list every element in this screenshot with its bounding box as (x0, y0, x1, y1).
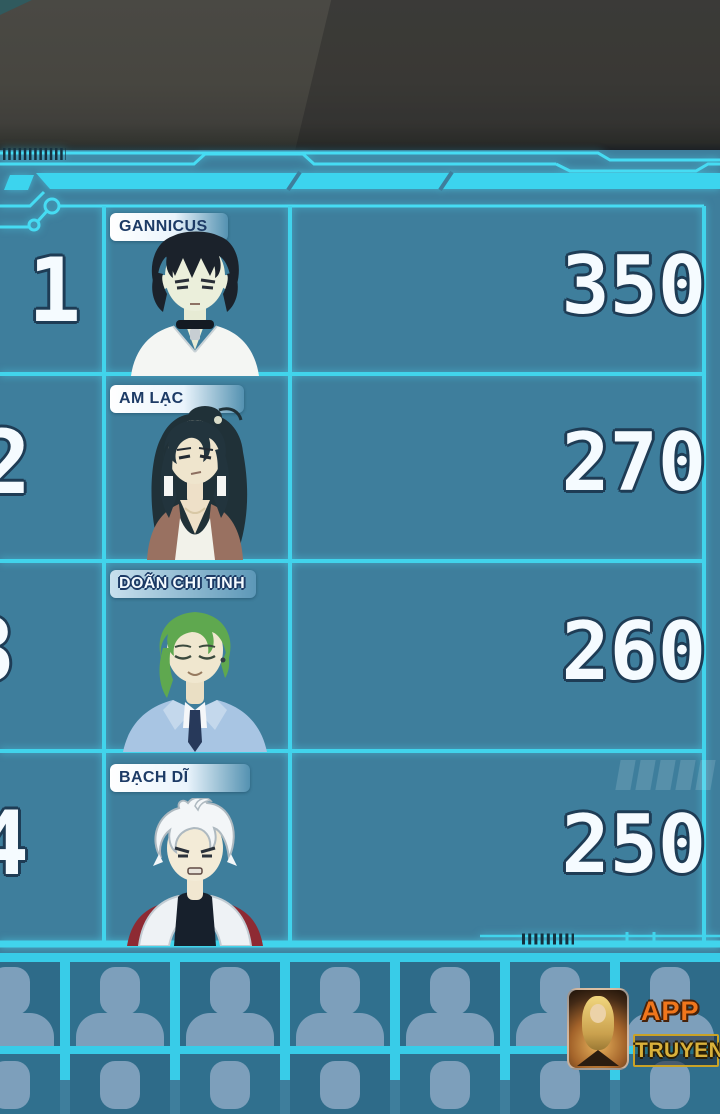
player-name: DOÃN CHI TINH (119, 575, 246, 592)
watermark-truyen-text: TRUYEN (633, 1034, 720, 1067)
top-dark-shadow (295, 0, 720, 150)
empty-slot[interactable] (400, 962, 500, 1046)
empty-slot[interactable] (0, 962, 60, 1046)
rank-number: 2 (0, 411, 31, 514)
name-pill: DOÃN CHI TINH (110, 570, 256, 598)
score-value: 350 (561, 239, 707, 332)
header-flag (4, 175, 34, 190)
app-watermark: APP TRUYEN (563, 988, 720, 1074)
score-value: 270 (561, 416, 707, 509)
empty-slot[interactable] (400, 1054, 500, 1114)
header-bar (36, 173, 720, 189)
leaderboard-row[interactable]: 4 BẠCH DĨ 250 (0, 750, 720, 946)
empty-slot[interactable] (70, 1054, 170, 1114)
score-value: 260 (561, 605, 707, 698)
empty-slot[interactable] (0, 1054, 60, 1114)
empty-slot[interactable] (180, 1054, 280, 1114)
person-silhouette-icon (320, 967, 360, 1015)
person-silhouette-icon (210, 967, 250, 1015)
person-silhouette-icon (650, 967, 690, 1015)
rank-number: 4 (0, 792, 29, 895)
rank-number: 3 (0, 607, 15, 695)
avatar-gannicus (131, 231, 259, 376)
avatar-doan-chi-tinh (123, 612, 267, 752)
watermark-thumbnail (567, 988, 629, 1070)
person-silhouette-icon (210, 1061, 250, 1109)
person-silhouette-icon (100, 967, 140, 1015)
empty-slot[interactable] (180, 962, 280, 1046)
person-silhouette-icon (320, 1061, 360, 1109)
header-bar-seams (286, 170, 454, 192)
name-pill: BẠCH DĨ (110, 764, 250, 792)
person-silhouette-icon (430, 1061, 470, 1109)
watermark-app-text: APP (641, 996, 700, 1026)
empty-slot[interactable] (290, 1054, 390, 1114)
score-value: 250 (561, 798, 707, 891)
player-name: GANNICUS (119, 218, 208, 235)
empty-slot[interactable] (290, 962, 390, 1046)
rank-number: 1 (28, 239, 81, 342)
top-dark-band (0, 0, 720, 150)
avatar-am-lac (147, 406, 248, 560)
person-silhouette-icon (430, 967, 470, 1015)
watermark-character-face (590, 1004, 606, 1023)
book-icon (577, 1050, 619, 1066)
player-name: BẠCH DĨ (119, 769, 189, 786)
corner-accent (0, 0, 32, 15)
leaderboard-row[interactable]: 3 DOÃN CHI TINH 260 (0, 560, 720, 752)
leaderboard-row[interactable]: 2 AM LẠC 270 (0, 373, 720, 560)
person-silhouette-icon (100, 1061, 140, 1109)
leaderboard-row[interactable]: 1 GANNICUS 350 (0, 205, 720, 376)
empty-slot[interactable] (70, 962, 170, 1046)
circuit-trace-lines (0, 151, 720, 173)
faded-stamp-watermark (615, 760, 720, 792)
player-name: AM LẠC (119, 390, 184, 407)
person-silhouette-icon (0, 1061, 30, 1109)
person-silhouette-icon (0, 967, 30, 1015)
avatar-bach-di (127, 798, 263, 946)
